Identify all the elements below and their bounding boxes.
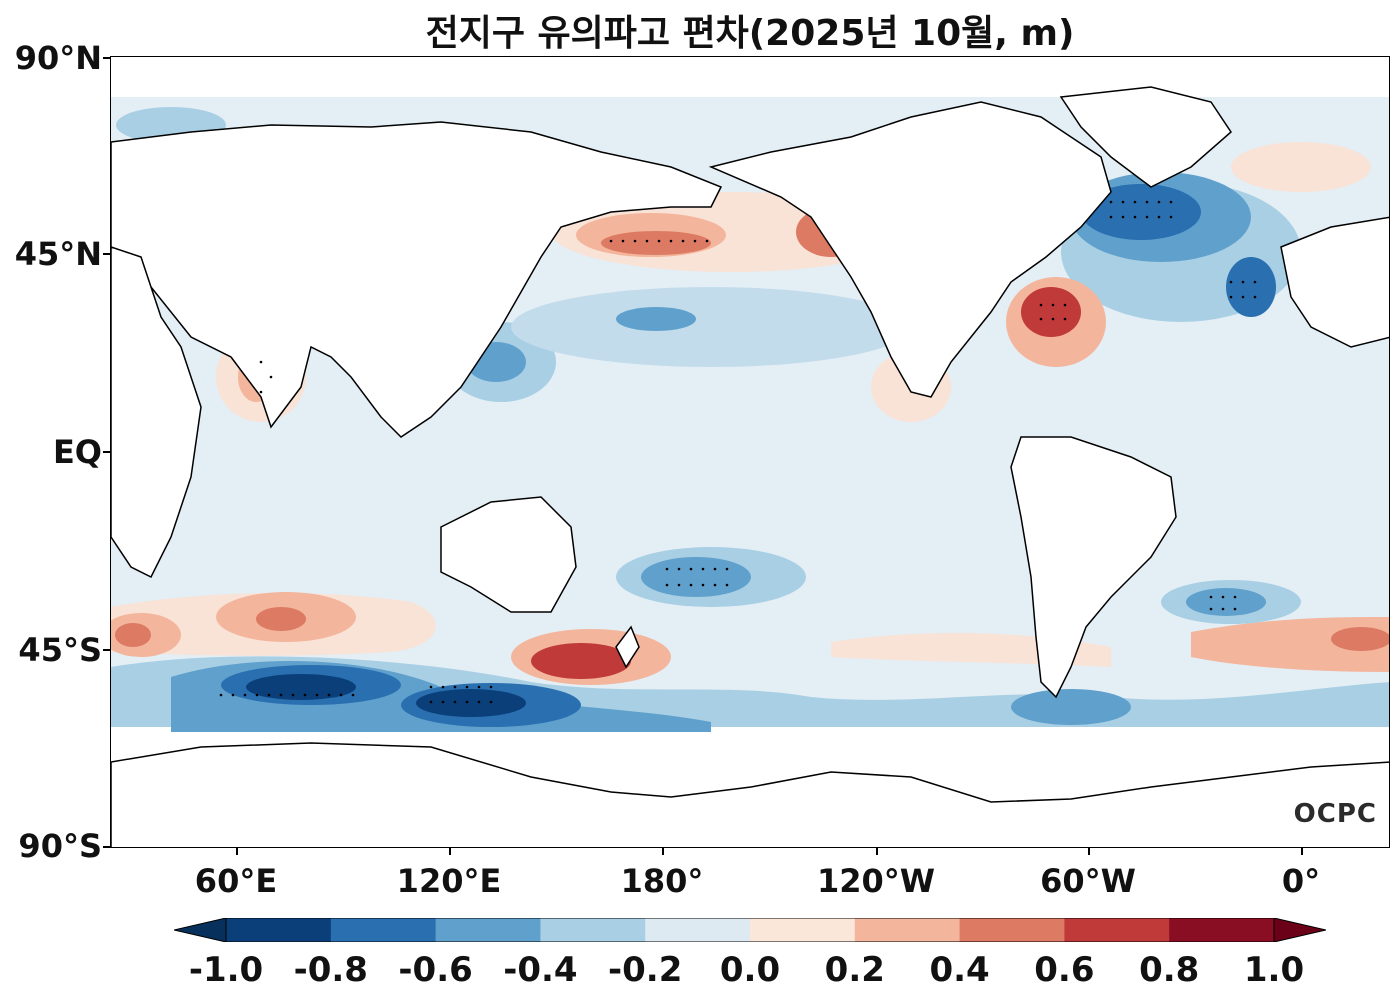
colorbar-segment [330,918,437,942]
colorbar-tick-label: 0.2 [824,950,885,990]
lat-label-eq: EQ [52,433,102,471]
colorbar-tick-label: 0.6 [1034,950,1095,990]
north-atlantic-strong-low [1081,184,1201,240]
colorbar-tick-label: -0.4 [503,950,578,990]
lon-tick [1301,848,1303,855]
lon-label-120w: 120°W [816,862,936,900]
south-indian-positive-core [256,607,306,631]
drake-passage-low [1011,689,1131,725]
colorbar-tick-label: 0.8 [1139,950,1200,990]
south-indian-core-low [246,674,356,700]
colorbar-over-arrow [1273,918,1326,942]
colorbar-segment [1169,918,1275,942]
australia [440,496,577,613]
southwest-indian-positive-core [115,623,151,647]
lat-tick [103,57,110,59]
colorbar-segment [226,918,332,942]
south-america [1010,436,1177,699]
colorbar-tick-label: 0.0 [719,950,781,990]
africa [111,246,202,579]
colorbar-tick-label: -0.6 [398,950,473,990]
colorbar-outline [225,918,1275,942]
lon-tick [662,848,664,855]
anomaly-map [111,86,1389,847]
colorbar-segment [435,918,541,942]
lon-tick [236,848,238,855]
gulf-stream-positive-core [1021,287,1081,337]
lat-label-90n: 90°N [14,39,102,77]
colorbar-tick-label: -0.8 [293,950,368,990]
new-zealand [615,625,640,669]
central-pacific-low [616,307,696,331]
colorbar [174,918,1326,942]
north-pacific-subtropical-negative [511,287,911,367]
colorbar-tick-label: 0.4 [929,950,990,990]
colorbar-segment [854,918,961,942]
lat-label-90s: 90°S [18,827,102,865]
colorbar-segment [1064,918,1170,942]
europe [1280,216,1389,348]
colorbar-segment [750,918,856,942]
lat-tick [103,451,110,453]
significance-stippling [219,200,1257,704]
colorbar-segment [645,918,751,942]
colorbar-segments [226,918,1275,942]
colorbar-under-arrow [174,918,227,942]
south-pacific-negative-core [641,557,751,597]
lon-label-180: 180° [620,862,704,900]
colorbar-tick-label: -0.2 [608,950,683,990]
greenland [1059,86,1232,188]
lon-tick [1088,848,1090,855]
land-masses [111,86,1389,847]
tasman-positive-core [531,643,631,679]
eurasia [111,121,723,438]
map-panel: OCPC [110,56,1390,848]
lon-label-0: 0° [1281,862,1321,900]
lat-label-45s: 45°S [18,631,102,669]
colorbar-tick-label: 1.0 [1243,950,1305,990]
south-atlantic-positive-core [1331,627,1389,651]
colorbar-tick-label: -1.0 [188,950,264,990]
lon-label-60e: 60°E [194,862,278,900]
lat-tick [103,649,110,651]
lon-label-60w: 60°W [1040,862,1136,900]
ocpc-watermark: OCPC [1293,799,1377,829]
lon-label-120e: 120°E [396,862,502,900]
norwegian-sea-positive [1231,142,1371,192]
south-atlantic-negative-core [1186,588,1266,616]
colorbar-segment [959,918,1065,942]
lat-label-45n: 45°N [14,235,102,273]
lon-tick [876,848,878,855]
south-australia-core-low [416,689,526,717]
lat-tick [103,253,110,255]
east-atlantic-low [1226,257,1276,317]
north-america [708,101,1112,398]
map-title: 전지구 유의파고 편차(2025년 10월, m) [425,13,1075,54]
antarctica [111,742,1389,847]
lat-tick [103,846,110,848]
north-pacific-positive-core [601,231,711,255]
lon-tick [449,848,451,855]
colorbar-segment [540,918,646,942]
